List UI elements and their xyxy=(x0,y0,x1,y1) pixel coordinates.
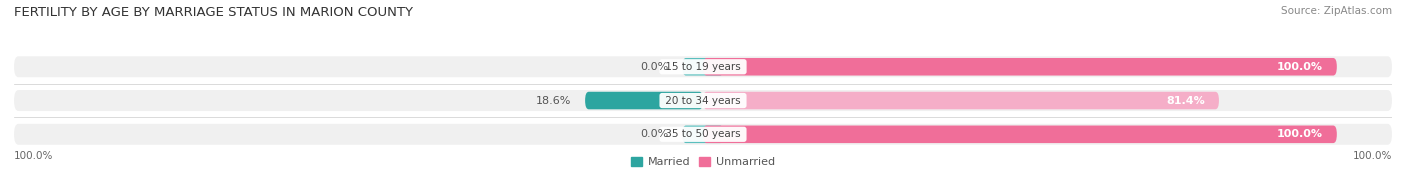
FancyBboxPatch shape xyxy=(682,58,724,75)
Text: 100.0%: 100.0% xyxy=(1353,151,1392,161)
Text: 0.0%: 0.0% xyxy=(640,129,669,139)
Text: 35 to 50 years: 35 to 50 years xyxy=(662,129,744,139)
Text: 18.6%: 18.6% xyxy=(536,95,571,105)
FancyBboxPatch shape xyxy=(682,125,724,143)
Text: Source: ZipAtlas.com: Source: ZipAtlas.com xyxy=(1281,6,1392,16)
FancyBboxPatch shape xyxy=(703,125,1337,143)
Text: 20 to 34 years: 20 to 34 years xyxy=(662,95,744,105)
FancyBboxPatch shape xyxy=(14,56,1392,77)
FancyBboxPatch shape xyxy=(14,124,1392,145)
Text: 15 to 19 years: 15 to 19 years xyxy=(662,62,744,72)
Text: 100.0%: 100.0% xyxy=(1277,62,1323,72)
Legend: Married, Unmarried: Married, Unmarried xyxy=(631,157,775,167)
Text: 100.0%: 100.0% xyxy=(1277,129,1323,139)
FancyBboxPatch shape xyxy=(14,90,1392,111)
Text: 0.0%: 0.0% xyxy=(640,62,669,72)
Text: 100.0%: 100.0% xyxy=(14,151,53,161)
Text: FERTILITY BY AGE BY MARRIAGE STATUS IN MARION COUNTY: FERTILITY BY AGE BY MARRIAGE STATUS IN M… xyxy=(14,6,413,19)
FancyBboxPatch shape xyxy=(703,58,1337,75)
FancyBboxPatch shape xyxy=(585,92,703,109)
Text: 81.4%: 81.4% xyxy=(1167,95,1205,105)
FancyBboxPatch shape xyxy=(703,92,1219,109)
